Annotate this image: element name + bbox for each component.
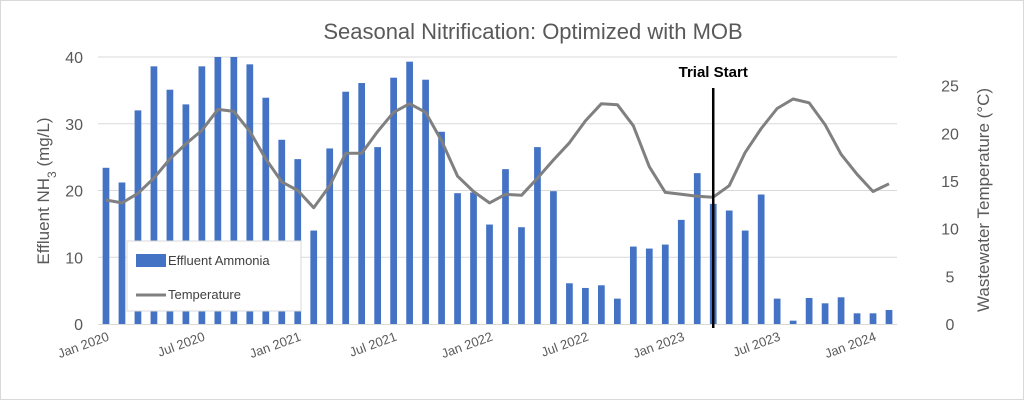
ammonia-bar — [853, 313, 861, 324]
right-axis-label: Wastewater Temperature (°C) — [974, 88, 993, 312]
ammonia-bar — [550, 191, 557, 324]
x-tick-label: Jul 2020 — [156, 329, 207, 360]
ammonia-bar — [454, 193, 461, 324]
ammonia-bar — [805, 297, 813, 324]
ammonia-bars — [102, 57, 893, 325]
ammonia-bar — [374, 147, 382, 324]
legend-swatch-ammonia — [136, 254, 166, 267]
x-axis-ticks: Jan 2020 Jul 2020 Jan 2021 Jul 2021 Jan 2022… — [56, 329, 878, 361]
x-tick-label: Jul 2021 — [347, 329, 398, 360]
ammonia-bar — [693, 173, 701, 324]
ammonia-bar — [566, 283, 573, 324]
ammonia-bar — [230, 57, 238, 324]
left-tick-label: 30 — [65, 117, 83, 134]
left-axis-label: Effluent NH3 (mg/L) — [34, 117, 59, 264]
ammonia-bar — [502, 169, 509, 324]
legend: Effluent Ammonia Temperature — [126, 240, 302, 312]
right-axis-ticks: 0 5 10 15 20 25 — [941, 79, 959, 334]
right-tick-label: 20 — [941, 126, 959, 143]
ammonia-bar — [789, 320, 797, 324]
ammonia-bar — [310, 230, 318, 324]
ammonia-bar — [150, 66, 158, 324]
legend-label-temperature: Temperature — [168, 287, 241, 302]
ammonia-bar — [326, 148, 334, 324]
ammonia-bar — [390, 77, 397, 324]
temperature-line — [105, 97, 890, 210]
left-tick-label: 20 — [65, 184, 83, 201]
ammonia-bar — [885, 309, 893, 324]
ammonia-bar — [661, 244, 669, 324]
ammonia-bar — [677, 219, 685, 324]
ammonia-bar — [422, 79, 429, 324]
legend-label-ammonia: Effluent Ammonia — [168, 253, 270, 268]
ammonia-bar — [757, 194, 765, 324]
right-tick-label: 15 — [941, 174, 959, 191]
right-tick-label: 0 — [946, 317, 955, 334]
ammonia-bar — [134, 110, 142, 325]
ammonia-bar — [198, 66, 206, 324]
left-tick-label: 10 — [65, 250, 83, 267]
ammonia-bar — [837, 297, 845, 324]
ammonia-bar — [166, 89, 174, 325]
ammonia-bar — [725, 210, 733, 324]
ammonia-bar — [246, 64, 254, 324]
ammonia-bar — [598, 285, 605, 324]
ammonia-bar — [342, 91, 350, 325]
chart-title: Seasonal Nitrification: Optimized with M… — [323, 19, 742, 44]
ammonia-bar — [821, 303, 829, 324]
left-tick-label: 0 — [74, 317, 83, 334]
x-tick-label: Jan 2024 — [823, 329, 878, 361]
x-tick-label: Jan 2023 — [631, 329, 686, 361]
ammonia-bar — [118, 182, 126, 324]
ammonia-bar — [214, 57, 222, 324]
ammonia-bar — [262, 97, 270, 324]
right-tick-label: 25 — [941, 79, 959, 96]
trial-start-label: Trial Start — [679, 64, 748, 81]
ammonia-bar — [741, 230, 749, 324]
ammonia-bar — [486, 224, 493, 324]
ammonia-bar — [406, 61, 413, 325]
right-tick-label: 5 — [946, 269, 955, 286]
ammonia-bar — [869, 313, 877, 324]
ammonia-bar — [182, 104, 190, 324]
ammonia-bar — [773, 298, 781, 324]
right-tick-label: 10 — [941, 222, 959, 239]
ammonia-bar — [629, 246, 637, 324]
x-tick-label: Jan 2020 — [56, 329, 111, 361]
ammonia-bar — [613, 298, 621, 324]
ammonia-bar — [582, 287, 589, 324]
x-tick-label: Jul 2022 — [539, 329, 590, 360]
x-tick-label: Jan 2022 — [439, 329, 494, 361]
x-tick-label: Jul 2023 — [731, 329, 782, 360]
ammonia-bar — [102, 167, 110, 324]
ammonia-bar — [278, 139, 286, 324]
ammonia-bar — [358, 83, 366, 324]
ammonia-bar — [518, 227, 525, 324]
ammonia-bar — [645, 248, 653, 324]
x-tick-label: Jan 2021 — [247, 329, 302, 361]
legend-box — [126, 240, 302, 312]
ammonia-bar — [470, 192, 477, 324]
left-tick-label: 40 — [65, 50, 83, 67]
left-axis-ticks: 0 10 20 30 40 — [65, 50, 83, 334]
ammonia-bar — [534, 147, 541, 324]
ammonia-bar — [438, 131, 445, 324]
